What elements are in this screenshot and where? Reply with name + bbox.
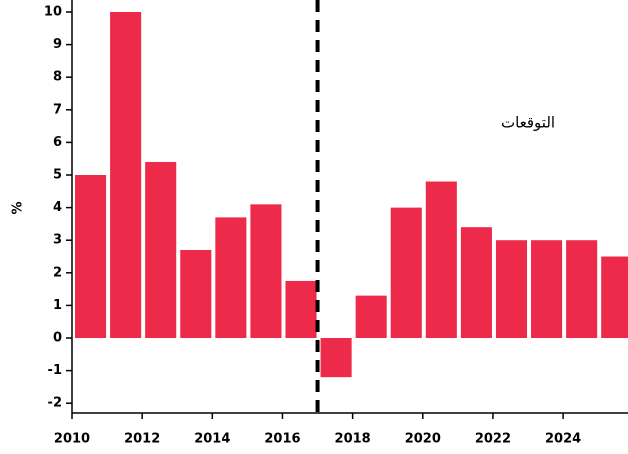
annotation: التوقعات	[501, 113, 555, 131]
bar	[425, 181, 457, 339]
x-tick-label: 2022	[475, 432, 511, 447]
bar	[250, 204, 282, 339]
x-tick-label: 2018	[335, 432, 371, 447]
y-tick-label: -2	[48, 396, 62, 411]
bar	[110, 12, 142, 339]
bar	[531, 240, 563, 339]
y-tick-label: 9	[53, 37, 62, 52]
x-tick-label: 2012	[124, 432, 160, 447]
y-axis-label: %	[11, 201, 26, 214]
bar	[566, 240, 598, 339]
y-tick-label: 7	[53, 102, 62, 117]
x-tick-label: 2014	[194, 432, 230, 447]
bar	[180, 249, 212, 339]
bar	[495, 240, 528, 339]
y-tick-label: 2	[53, 265, 62, 280]
plot-area	[75, 12, 628, 378]
bar	[75, 175, 107, 339]
bar	[355, 295, 387, 339]
y-tick-label: 0	[53, 331, 62, 346]
bar	[601, 256, 628, 339]
bar	[390, 207, 422, 339]
bar	[320, 338, 352, 378]
bar	[460, 227, 492, 339]
x-tick-label: 2024	[545, 432, 581, 447]
y-tick-label: 10	[44, 5, 62, 20]
y-tick-label: 3	[53, 233, 62, 248]
y-tick-label: 5	[53, 168, 62, 183]
x-tick-label: 2010	[54, 432, 90, 447]
y-tick-label: -1	[48, 363, 62, 378]
x-tick-label: 2016	[264, 432, 300, 447]
bar	[285, 280, 317, 339]
y-tick-label: 8	[53, 70, 62, 85]
y-tick-label: 4	[53, 200, 62, 215]
y-tick-label: 6	[53, 135, 62, 150]
y-tick-label: 1	[53, 298, 62, 313]
bar	[145, 161, 177, 339]
bar	[215, 217, 247, 339]
x-tick-label: 2020	[405, 432, 441, 447]
